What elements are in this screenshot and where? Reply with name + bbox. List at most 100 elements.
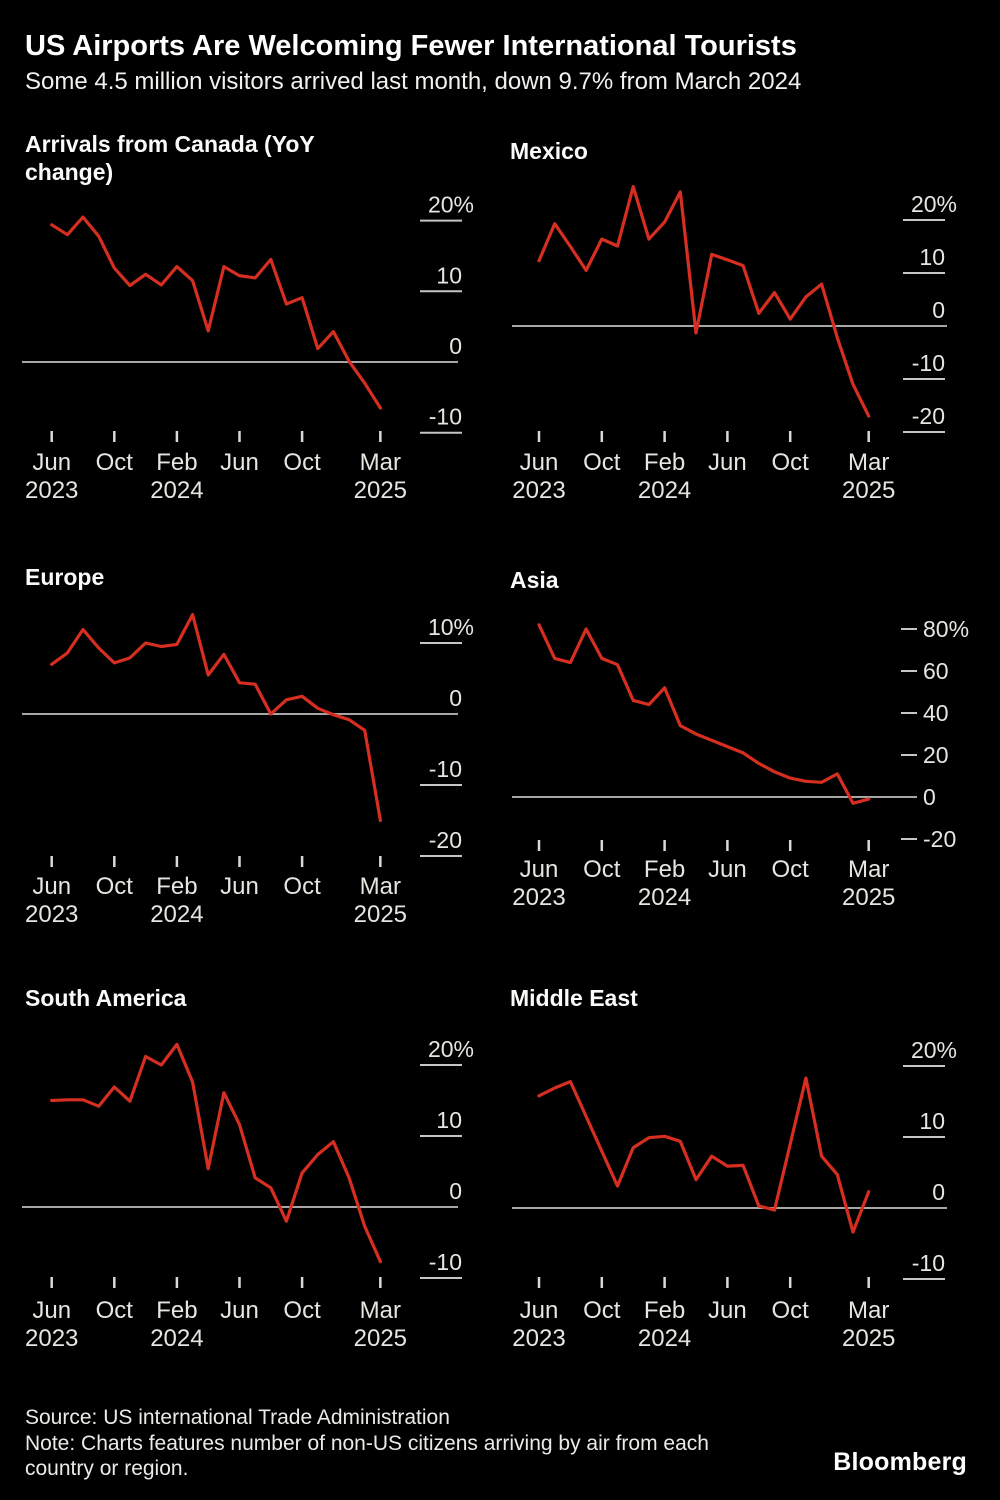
mexico-y-tick-label: 20% (911, 191, 957, 217)
middle_east-x-month-label: Jun (520, 1297, 559, 1324)
canada-x-month-label: Oct (96, 449, 134, 476)
panel-south_america: 20% 10 0 -10 Jun Oct Feb Jun Oct Mar 2023 2024 2025 (22, 1036, 474, 1352)
middle_east-y-tick-label: -10 (912, 1250, 945, 1276)
mexico-y-tick-label: -20 (912, 403, 945, 429)
canada-x-month-label: Jun (220, 449, 259, 476)
middle_east-x-month-label: Mar (848, 1297, 889, 1324)
europe-y-tick-label: -10 (429, 756, 462, 782)
europe-x-month-label: Oct (96, 873, 134, 900)
asia-x-year-label: 2023 (512, 884, 565, 911)
europe-x-month-label: Jun (220, 873, 259, 900)
south_america-x-month-label: Oct (283, 1297, 321, 1324)
mexico-x-year-label: 2024 (638, 477, 691, 504)
mexico-x-year-label: 2023 (512, 477, 565, 504)
south_america-x-month-label: Feb (156, 1297, 197, 1324)
middle_east-y-tick-label: 10 (919, 1108, 945, 1134)
asia-x-month-label: Oct (583, 856, 621, 883)
asia-y-tick-label: 40 (923, 700, 949, 726)
europe-x-month-label: Oct (283, 873, 321, 900)
asia-x-month-label: Jun (520, 856, 559, 883)
mexico-x-month-label: Oct (772, 449, 810, 476)
panel-canada: 20% 10 0 -10 Jun Oct Feb Jun Oct Mar 2023 2024 2025 (22, 192, 474, 504)
source-text: Source: US international Trade Administr… (25, 1406, 450, 1429)
canada-x-month-label: Oct (283, 449, 321, 476)
europe-x-month-label: Jun (32, 873, 71, 900)
middle_east-y-tick-label: 20% (911, 1037, 957, 1063)
canada-y-tick-label: 10 (436, 262, 462, 288)
south_america-x-month-label: Oct (96, 1297, 134, 1324)
mexico-x-month-label: Feb (644, 449, 685, 476)
middle_east-x-year-label: 2023 (512, 1325, 565, 1352)
asia-y-tick-label: 80% (923, 616, 969, 642)
south_america-y-tick-label: 20% (428, 1036, 474, 1062)
mexico-x-year-label: 2025 (842, 477, 895, 504)
canada-y-tick-label: 20% (428, 192, 474, 218)
europe-y-tick-label: -20 (429, 827, 462, 853)
asia-x-month-label: Oct (772, 856, 810, 883)
middle_east-series-line (537, 1076, 871, 1234)
south_america-x-year-label: 2023 (25, 1325, 78, 1352)
panel-middle_east: 20% 10 0 -10 Jun Oct Feb Jun Oct Mar 2023 2024 2025 (512, 1037, 957, 1352)
asia-y-tick-label: 60 (923, 658, 949, 684)
canada-x-year-label: 2024 (150, 477, 203, 504)
europe-x-month-label: Feb (156, 873, 197, 900)
canada-series-line (50, 215, 382, 410)
mexico-x-month-label: Jun (708, 449, 747, 476)
canada-x-month-label: Jun (32, 449, 71, 476)
middle_east-y-tick-label: 0 (932, 1179, 945, 1205)
mexico-series-line (537, 185, 871, 418)
asia-x-month-label: Jun (708, 856, 747, 883)
south_america-x-year-label: 2024 (150, 1325, 203, 1352)
panel-mexico: 20% 10 0 -10 -20 Jun Oct Feb Jun Oct Mar 2023 2024 20… (512, 185, 957, 504)
south_america-y-tick-label: -10 (429, 1249, 462, 1275)
canada-x-month-label: Mar (360, 449, 401, 476)
europe-x-year-label: 2023 (25, 901, 78, 928)
europe-y-tick-label: 10% (428, 614, 474, 640)
europe-x-year-label: 2025 (354, 901, 407, 928)
panel-title-mexico: Mexico (510, 138, 588, 164)
south_america-y-tick-label: 10 (436, 1107, 462, 1133)
mexico-x-month-label: Oct (583, 449, 621, 476)
south_america-x-month-label: Jun (220, 1297, 259, 1324)
asia-y-tick-label: -20 (923, 826, 956, 852)
panel-title-south-america: South America (25, 985, 187, 1011)
page-title: US Airports Are Welcoming Fewer Internat… (25, 30, 797, 62)
mexico-y-tick-label: 0 (932, 297, 945, 323)
mexico-x-month-label: Mar (848, 449, 889, 476)
canada-x-year-label: 2023 (25, 477, 78, 504)
asia-x-month-label: Feb (644, 856, 685, 883)
canada-y-tick-label: 0 (449, 333, 462, 359)
note-text-line2: country or region. (25, 1457, 189, 1480)
canada-x-year-label: 2025 (354, 477, 407, 504)
asia-y-tick-label: 20 (923, 742, 949, 768)
panel-asia: 80% 60 40 20 0 -20 Jun Oct Feb Jun Oct Mar 2023 2024 2… (512, 616, 969, 911)
page-subtitle: Some 4.5 million visitors arrived last m… (25, 68, 802, 95)
south_america-series-line (50, 1042, 382, 1264)
panel-title-middle-east: Middle East (510, 985, 638, 1011)
panel-title-canada: Arrivals from Canada (YoY change) (25, 131, 315, 185)
south_america-x-year-label: 2025 (354, 1325, 407, 1352)
middle_east-x-month-label: Oct (583, 1297, 621, 1324)
canada-x-month-label: Feb (156, 449, 197, 476)
middle_east-x-month-label: Feb (644, 1297, 685, 1324)
mexico-y-tick-label: 10 (919, 244, 945, 270)
mexico-x-month-label: Jun (520, 449, 559, 476)
asia-x-year-label: 2024 (638, 884, 691, 911)
panel-europe: 10% 0 -10 -20 Jun Oct Feb Jun Oct Mar 2023 2024 2025 (22, 612, 474, 928)
asia-y-tick-label: 0 (923, 784, 936, 810)
south_america-x-month-label: Mar (360, 1297, 401, 1324)
note-text-line1: Note: Charts features number of non-US c… (25, 1432, 709, 1455)
panel-title-europe: Europe (25, 564, 105, 590)
europe-y-tick-label: 0 (449, 685, 462, 711)
europe-x-month-label: Mar (360, 873, 401, 900)
middle_east-x-month-label: Oct (772, 1297, 810, 1324)
bloomberg-logo: Bloomberg (833, 1448, 967, 1476)
europe-x-year-label: 2024 (150, 901, 203, 928)
canada-y-tick-label: -10 (429, 404, 462, 430)
panel-title-asia: Asia (510, 567, 559, 593)
mexico-y-tick-label: -10 (912, 350, 945, 376)
asia-x-year-label: 2025 (842, 884, 895, 911)
middle_east-x-year-label: 2025 (842, 1325, 895, 1352)
south_america-y-tick-label: 0 (449, 1178, 462, 1204)
middle_east-x-month-label: Jun (708, 1297, 747, 1324)
